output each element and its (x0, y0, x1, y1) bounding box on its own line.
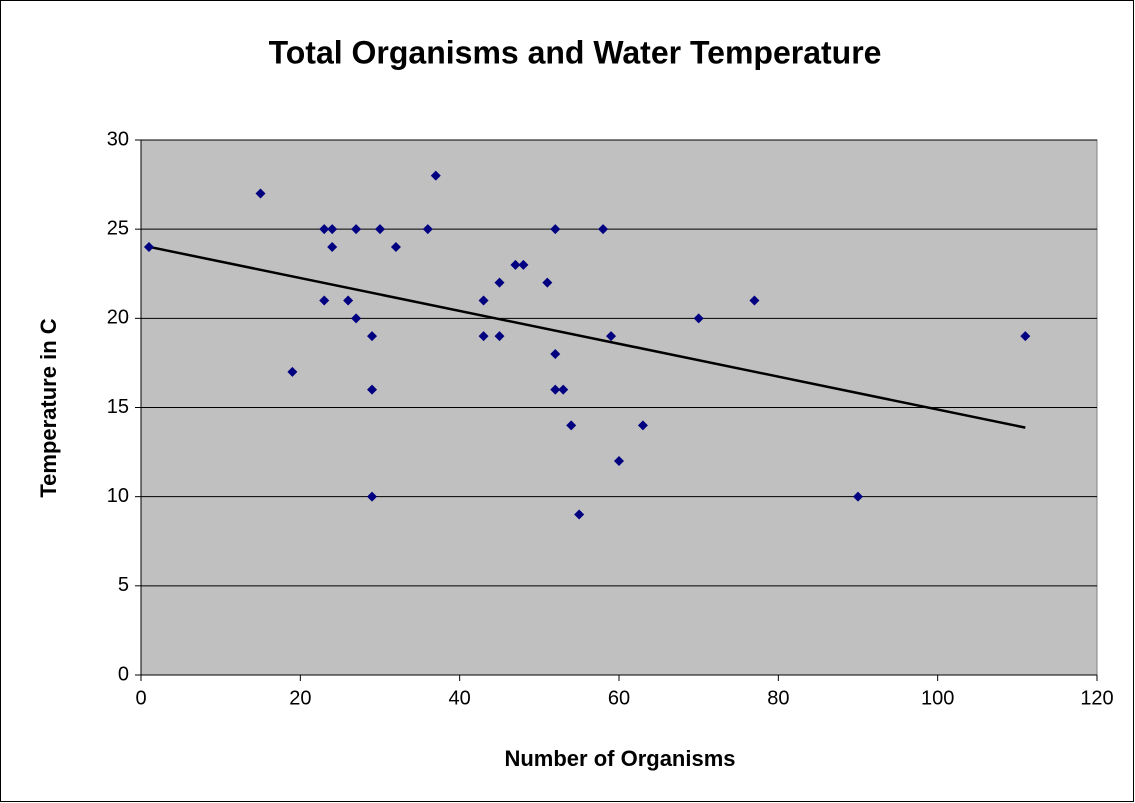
data-point (566, 420, 577, 431)
x-tick-label: 80 (767, 687, 789, 709)
x-tick-label: 40 (449, 687, 471, 709)
data-point (422, 224, 433, 235)
data-point (550, 384, 561, 395)
data-point (143, 242, 154, 252)
data-point (606, 331, 617, 342)
data-point (367, 384, 378, 395)
data-point (430, 170, 441, 181)
data-point (1020, 331, 1031, 342)
data-point (319, 224, 330, 235)
data-point (494, 331, 505, 342)
data-point (550, 349, 561, 359)
data-point (637, 420, 648, 431)
x-tick-label: 120 (1080, 687, 1113, 709)
data-point (327, 224, 338, 235)
data-point (367, 331, 378, 342)
data-point (693, 313, 704, 324)
chart-title: Total Organisms and Water Temperature (269, 34, 882, 70)
data-point (287, 366, 298, 377)
x-tick-label: 20 (289, 687, 311, 709)
data-point (550, 224, 561, 235)
data-point (558, 384, 569, 395)
data-point (343, 295, 354, 306)
data-point (255, 188, 266, 199)
y-tick-label: 10 (107, 485, 129, 507)
data-point (749, 295, 760, 306)
x-tick-label: 0 (135, 687, 146, 709)
x-axis-label: Number of Organisms (504, 746, 735, 771)
data-point (478, 295, 489, 306)
data-point (542, 277, 553, 288)
data-point (494, 277, 505, 288)
data-point (367, 491, 378, 502)
data-point (614, 456, 624, 466)
data-point (390, 242, 401, 252)
data-point (518, 259, 529, 270)
y-tick-label: 0 (118, 663, 129, 685)
y-tick-label: 25 (107, 217, 129, 239)
y-axis-label: Temperature in C (36, 318, 61, 497)
data-point (351, 224, 362, 235)
data-point (510, 259, 521, 270)
y-tick-label: 20 (107, 307, 129, 329)
data-point (598, 224, 609, 235)
y-tick-label: 5 (118, 574, 129, 596)
trendline (148, 245, 1026, 429)
y-tick-label: 30 (107, 128, 129, 150)
data-point (351, 313, 362, 324)
data-point (319, 295, 330, 306)
x-tick-label: 100 (921, 687, 954, 709)
y-tick-label: 15 (107, 396, 129, 418)
data-point (375, 224, 385, 235)
x-tick-label: 60 (608, 687, 630, 709)
data-point (574, 509, 585, 520)
data-point (478, 331, 489, 342)
data-point (853, 491, 863, 502)
data-point (327, 242, 338, 252)
